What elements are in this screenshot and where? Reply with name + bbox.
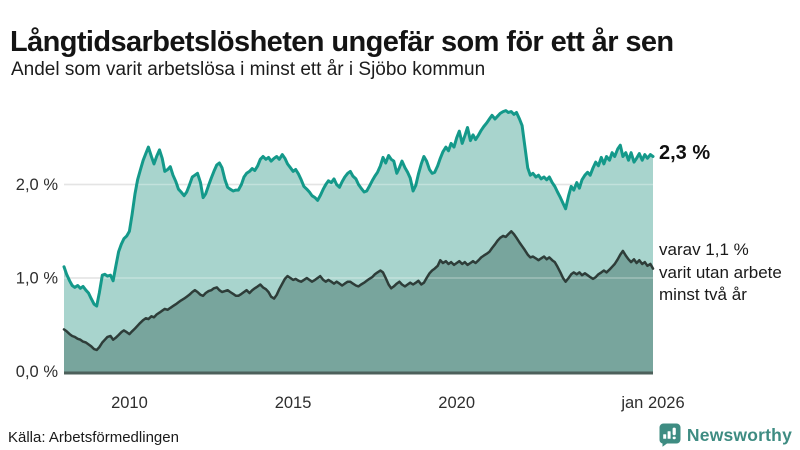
subset-annotation-line: minst två år [659, 285, 747, 304]
source-note: Källa: Arbetsförmedlingen [8, 429, 179, 446]
x-tick-label: 2010 [111, 394, 148, 412]
x-tick-label: 2015 [275, 394, 312, 412]
y-tick-label: 1,0 % [16, 270, 59, 288]
x-tick-label: 2020 [438, 394, 475, 412]
unemployed-two-years-area [64, 231, 653, 372]
unemployed-one-year-area [64, 110, 653, 372]
page-title: Långtidsarbetslösheten ungefär som för e… [10, 26, 674, 59]
newsworthy-logo-icon [659, 423, 681, 447]
latest-total-value-label: 2,3 % [659, 142, 711, 164]
page-subtitle: Andel som varit arbetslösa i minst ett å… [11, 59, 486, 80]
newsworthy-logo-text: Newsworthy [686, 424, 792, 445]
unemployed-two-years-line [62, 230, 655, 352]
y-tick-label: 0,0 % [16, 363, 59, 381]
subset-annotation-line: varit utan arbete [659, 262, 782, 282]
subset-annotation: varav 1,1 % varit utan arbete minst två … [659, 239, 782, 307]
x-tick-label: jan 2026 [620, 394, 684, 412]
unemployed-one-year-line [62, 109, 655, 308]
y-tick-label: 2,0 % [16, 176, 59, 194]
subset-annotation-line: varav 1,1 % [659, 240, 749, 259]
newsworthy-logo[interactable]: Newsworthy [659, 423, 792, 447]
